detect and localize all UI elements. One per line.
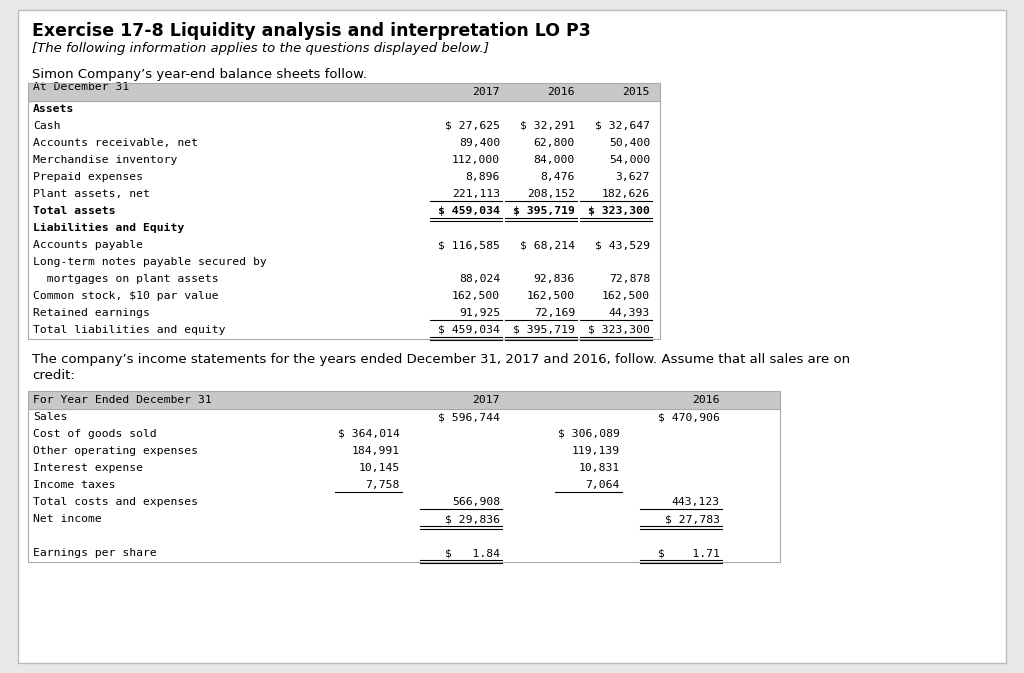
Text: Accounts receivable, net: Accounts receivable, net xyxy=(33,138,198,148)
Text: $    1.71: $ 1.71 xyxy=(658,548,720,558)
Text: $ 68,214: $ 68,214 xyxy=(520,240,575,250)
Text: Assets: Assets xyxy=(33,104,75,114)
Text: Common stock, $10 par value: Common stock, $10 par value xyxy=(33,291,219,301)
Text: 72,878: 72,878 xyxy=(608,274,650,284)
Text: 92,836: 92,836 xyxy=(534,274,575,284)
Text: Income taxes: Income taxes xyxy=(33,480,116,490)
Text: Other operating expenses: Other operating expenses xyxy=(33,446,198,456)
Text: [The following information applies to the questions displayed below.]: [The following information applies to th… xyxy=(32,42,489,55)
Text: 162,500: 162,500 xyxy=(602,291,650,301)
Text: 2016: 2016 xyxy=(548,87,575,97)
Text: $ 32,647: $ 32,647 xyxy=(595,121,650,131)
Text: 91,925: 91,925 xyxy=(459,308,500,318)
Text: 221,113: 221,113 xyxy=(452,189,500,199)
Text: 54,000: 54,000 xyxy=(608,155,650,165)
Text: Simon Company’s year-end balance sheets follow.: Simon Company’s year-end balance sheets … xyxy=(32,68,367,81)
Text: 62,800: 62,800 xyxy=(534,138,575,148)
Text: 2015: 2015 xyxy=(623,87,650,97)
Text: $ 116,585: $ 116,585 xyxy=(438,240,500,250)
Text: 443,123: 443,123 xyxy=(672,497,720,507)
Text: 2017: 2017 xyxy=(472,87,500,97)
Text: $ 395,719: $ 395,719 xyxy=(513,325,575,335)
Text: Liabilities and Equity: Liabilities and Equity xyxy=(33,223,184,233)
Text: 7,064: 7,064 xyxy=(586,480,620,490)
Text: Plant assets, net: Plant assets, net xyxy=(33,189,150,199)
Text: Cost of goods sold: Cost of goods sold xyxy=(33,429,157,439)
Bar xyxy=(28,391,780,562)
Text: 566,908: 566,908 xyxy=(452,497,500,507)
Text: $ 27,783: $ 27,783 xyxy=(665,514,720,524)
Text: 84,000: 84,000 xyxy=(534,155,575,165)
Text: 208,152: 208,152 xyxy=(527,189,575,199)
Text: Earnings per share: Earnings per share xyxy=(33,548,157,558)
Text: $ 306,089: $ 306,089 xyxy=(558,429,620,439)
Text: Accounts payable: Accounts payable xyxy=(33,240,143,250)
Text: 2017: 2017 xyxy=(472,395,500,405)
Text: $ 470,906: $ 470,906 xyxy=(658,412,720,422)
Text: Interest expense: Interest expense xyxy=(33,463,143,473)
Text: Retained earnings: Retained earnings xyxy=(33,308,150,318)
Text: 3,627: 3,627 xyxy=(615,172,650,182)
Text: 119,139: 119,139 xyxy=(571,446,620,456)
Text: 162,500: 162,500 xyxy=(452,291,500,301)
Text: credit:: credit: xyxy=(32,369,75,382)
Text: 72,169: 72,169 xyxy=(534,308,575,318)
Text: For Year Ended December 31: For Year Ended December 31 xyxy=(33,395,212,405)
Text: Long-term notes payable secured by: Long-term notes payable secured by xyxy=(33,257,266,267)
Text: $ 395,719: $ 395,719 xyxy=(513,206,575,216)
Text: 2016: 2016 xyxy=(692,395,720,405)
Text: 8,476: 8,476 xyxy=(541,172,575,182)
Text: $ 323,300: $ 323,300 xyxy=(588,325,650,335)
Text: 44,393: 44,393 xyxy=(608,308,650,318)
Text: Sales: Sales xyxy=(33,412,68,422)
Text: Net income: Net income xyxy=(33,514,101,524)
Text: $ 323,300: $ 323,300 xyxy=(588,206,650,216)
Text: Cash: Cash xyxy=(33,121,60,131)
Text: mortgages on plant assets: mortgages on plant assets xyxy=(33,274,219,284)
Text: $ 32,291: $ 32,291 xyxy=(520,121,575,131)
Text: 10,831: 10,831 xyxy=(579,463,620,473)
Text: $   1.84: $ 1.84 xyxy=(445,548,500,558)
Bar xyxy=(28,83,660,101)
Text: $ 43,529: $ 43,529 xyxy=(595,240,650,250)
Text: Total costs and expenses: Total costs and expenses xyxy=(33,497,198,507)
Text: $ 27,625: $ 27,625 xyxy=(445,121,500,131)
Text: Total assets: Total assets xyxy=(33,206,116,216)
Text: 88,024: 88,024 xyxy=(459,274,500,284)
Text: 182,626: 182,626 xyxy=(602,189,650,199)
Text: Total liabilities and equity: Total liabilities and equity xyxy=(33,325,225,335)
Text: Exercise 17-8 Liquidity analysis and interpretation LO P3: Exercise 17-8 Liquidity analysis and int… xyxy=(32,22,591,40)
Text: 184,991: 184,991 xyxy=(352,446,400,456)
Text: 10,145: 10,145 xyxy=(358,463,400,473)
Text: Merchandise inventory: Merchandise inventory xyxy=(33,155,177,165)
Text: $ 459,034: $ 459,034 xyxy=(438,206,500,216)
Text: Prepaid expenses: Prepaid expenses xyxy=(33,172,143,182)
Text: $ 459,034: $ 459,034 xyxy=(438,325,500,335)
Text: $ 29,836: $ 29,836 xyxy=(445,514,500,524)
Text: $ 364,014: $ 364,014 xyxy=(338,429,400,439)
Text: 50,400: 50,400 xyxy=(608,138,650,148)
Text: At December 31: At December 31 xyxy=(33,82,129,92)
Bar xyxy=(28,83,660,339)
Text: 112,000: 112,000 xyxy=(452,155,500,165)
Bar xyxy=(28,391,780,409)
Text: 162,500: 162,500 xyxy=(527,291,575,301)
Text: The company’s income statements for the years ended December 31, 2017 and 2016, : The company’s income statements for the … xyxy=(32,353,850,366)
Text: 7,758: 7,758 xyxy=(366,480,400,490)
Text: $ 596,744: $ 596,744 xyxy=(438,412,500,422)
Text: 89,400: 89,400 xyxy=(459,138,500,148)
Text: 8,896: 8,896 xyxy=(466,172,500,182)
